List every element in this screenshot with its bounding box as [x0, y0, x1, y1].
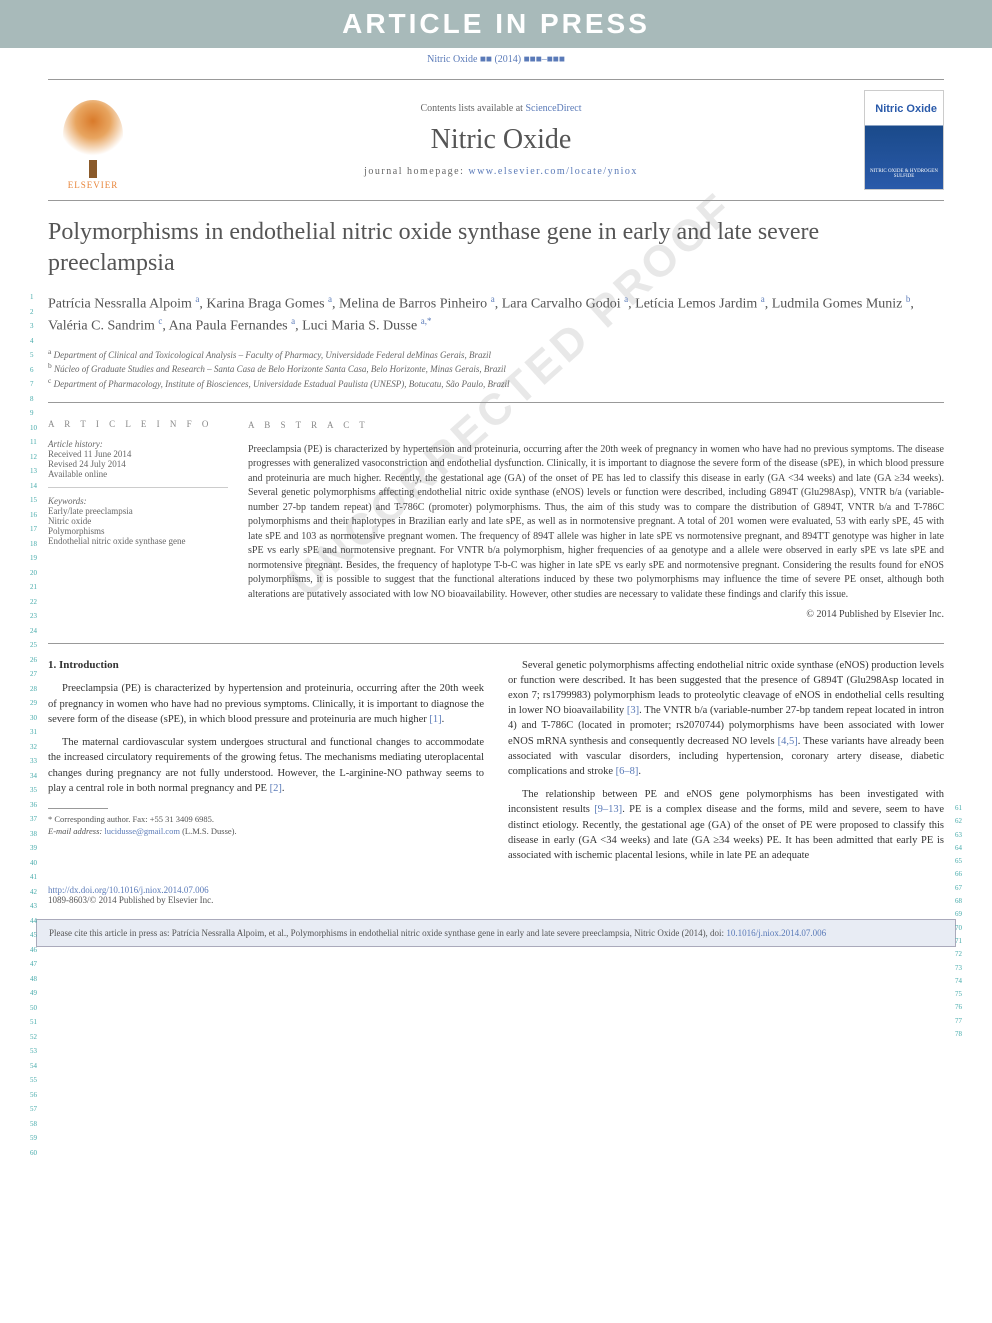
body-columns: 1. Introduction Preeclampsia (PE) is cha… — [48, 658, 944, 872]
elsevier-tree-icon — [63, 100, 123, 170]
history-line: Revised 24 July 2014 — [48, 459, 228, 469]
keyword: Early/late preeclampsia — [48, 506, 228, 516]
history-line: Received 11 June 2014 — [48, 449, 228, 459]
right-column: Several genetic polymorphisms affecting … — [508, 658, 944, 872]
article-info: A R T I C L E I N F O Article history: R… — [48, 419, 248, 622]
journal-cover-thumb: Nitric Oxide NITRIC OXIDE & HYDROGEN SUL… — [864, 90, 944, 190]
history-line: Available online — [48, 469, 228, 479]
corr-line: * Corresponding author. Fax: +55 31 3409… — [48, 813, 484, 825]
abstract-text: Preeclampsia (PE) is characterized by hy… — [248, 443, 944, 603]
elsevier-logo: ELSEVIER — [48, 90, 138, 190]
citation-box: Please cite this article in press as: Pa… — [36, 919, 956, 947]
footnote-separator — [48, 808, 108, 809]
article-info-heading: A R T I C L E I N F O — [48, 419, 228, 429]
corresponding-author-footnote: * Corresponding author. Fax: +55 31 3409… — [48, 813, 484, 838]
body-para: Preeclampsia (PE) is characterized by hy… — [48, 681, 484, 727]
body-para: The maternal cardiovascular system under… — [48, 735, 484, 796]
affiliations: a Department of Clinical and Toxicologic… — [48, 347, 944, 391]
body-para: Several genetic polymorphisms affecting … — [508, 658, 944, 780]
article-in-press-banner: ARTICLE IN PRESS — [0, 0, 992, 48]
cite-text: Please cite this article in press as: Pa… — [49, 928, 726, 938]
left-column: 1. Introduction Preeclampsia (PE) is cha… — [48, 658, 484, 872]
keyword: Endothelial nitric oxide synthase gene — [48, 536, 228, 546]
email-link[interactable]: lucidusse@gmail.com — [104, 826, 180, 836]
issn-line: 1089-8603/© 2014 Published by Elsevier I… — [48, 895, 213, 905]
email-suffix: (L.M.S. Dusse). — [180, 826, 237, 836]
history-label: Article history: — [48, 439, 228, 449]
abstract-copyright: © 2014 Published by Elsevier Inc. — [248, 608, 944, 623]
authors-list: Patrícia Nessralla Alpoim a, Karina Brag… — [48, 293, 944, 336]
line-numbers-left: 1234567891011121314151617181920212223242… — [30, 290, 37, 1160]
doi-block: http://dx.doi.org/10.1016/j.niox.2014.07… — [48, 885, 944, 905]
homepage-prefix: journal homepage: — [364, 166, 468, 177]
contents-line: Contents lists available at ScienceDirec… — [138, 103, 864, 114]
email-label: E-mail address: — [48, 826, 104, 836]
top-citation: Nitric Oxide ■■ (2014) ■■■–■■■ — [48, 54, 944, 65]
separator — [48, 643, 944, 644]
homepage-line: journal homepage: www.elsevier.com/locat… — [138, 166, 864, 177]
body-para: The relationship between PE and eNOS gen… — [508, 787, 944, 863]
journal-header: ELSEVIER Contents lists available at Sci… — [48, 79, 944, 201]
abstract-heading: A B S T R A C T — [248, 419, 944, 432]
cite-doi-link[interactable]: 10.1016/j.niox.2014.07.006 — [726, 928, 826, 938]
cover-title: Nitric Oxide — [875, 103, 937, 115]
elsevier-label: ELSEVIER — [68, 180, 119, 190]
keywords-label: Keywords: — [48, 496, 228, 506]
contents-prefix: Contents lists available at — [420, 103, 525, 114]
sciencedirect-link[interactable]: ScienceDirect — [525, 103, 581, 114]
cover-subtitle: NITRIC OXIDE & HYDROGEN SULFIDE — [869, 169, 939, 179]
keyword: Polymorphisms — [48, 526, 228, 536]
doi-link[interactable]: http://dx.doi.org/10.1016/j.niox.2014.07… — [48, 885, 209, 895]
homepage-link[interactable]: www.elsevier.com/locate/yniox — [468, 166, 637, 177]
abstract: A B S T R A C T Preeclampsia (PE) is cha… — [248, 419, 944, 622]
journal-name: Nitric Oxide — [138, 124, 864, 156]
keyword: Nitric oxide — [48, 516, 228, 526]
article-title: Polymorphisms in endothelial nitric oxid… — [48, 217, 944, 279]
line-numbers-right: 616263646566676869707172737475767778 — [955, 802, 962, 1041]
intro-heading: 1. Introduction — [48, 658, 484, 674]
